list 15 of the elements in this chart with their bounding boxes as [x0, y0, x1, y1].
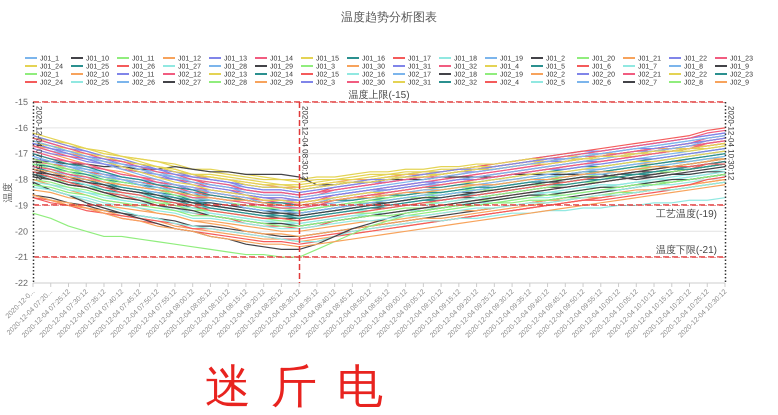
- y-tick-label: -20: [14, 226, 28, 236]
- y-tick-label: -15: [14, 97, 28, 107]
- title: 温度趋势分析图表: [341, 10, 437, 24]
- ref-line-label: 2020-12-04 10:30:12: [726, 106, 736, 180]
- ref-line-label: 温度上限(-15): [348, 90, 410, 101]
- y-tick-label: -19: [14, 200, 28, 210]
- y-axis-title: 温度: [3, 182, 14, 202]
- y-tick-label: -16: [14, 122, 28, 133]
- annotation: 迷斤电: [205, 360, 403, 412]
- y-tick-label: -17: [14, 148, 28, 159]
- y-tick-label: -18: [14, 174, 28, 185]
- ref-line-label: 2020-12-04 08:30:12: [300, 106, 310, 180]
- y-tick-label: -22: [14, 278, 28, 288]
- ref-line-label: 温度下限(-21): [656, 245, 717, 256]
- y-tick-label: -21: [14, 252, 28, 262]
